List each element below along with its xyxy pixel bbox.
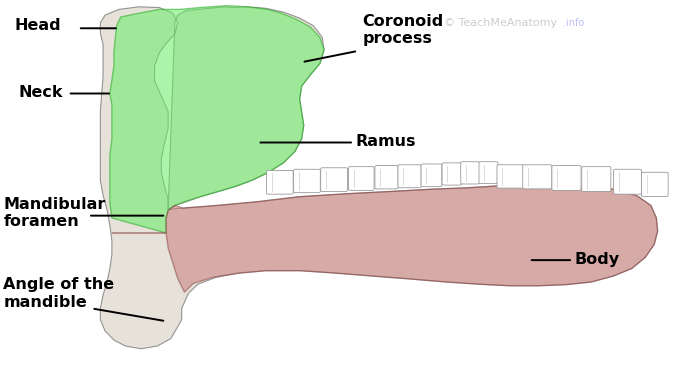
Polygon shape bbox=[110, 6, 324, 233]
Text: © TeachMeAnatomy: © TeachMeAnatomy bbox=[444, 18, 557, 28]
FancyBboxPatch shape bbox=[348, 167, 374, 190]
FancyBboxPatch shape bbox=[266, 170, 293, 194]
Text: Angle of the
mandible: Angle of the mandible bbox=[3, 277, 115, 310]
Polygon shape bbox=[112, 185, 658, 292]
Polygon shape bbox=[100, 7, 658, 349]
FancyBboxPatch shape bbox=[398, 165, 421, 188]
Text: Body: Body bbox=[575, 252, 620, 267]
Text: .info: .info bbox=[563, 18, 584, 28]
FancyBboxPatch shape bbox=[461, 162, 480, 184]
FancyBboxPatch shape bbox=[497, 165, 523, 188]
Text: Mandibular
foramen: Mandibular foramen bbox=[3, 197, 106, 229]
FancyBboxPatch shape bbox=[321, 168, 347, 192]
Text: Head: Head bbox=[15, 18, 62, 33]
FancyBboxPatch shape bbox=[375, 166, 398, 189]
FancyBboxPatch shape bbox=[552, 166, 581, 190]
FancyBboxPatch shape bbox=[442, 163, 462, 185]
FancyBboxPatch shape bbox=[294, 169, 320, 193]
FancyBboxPatch shape bbox=[421, 164, 442, 187]
Text: Coronoid
process: Coronoid process bbox=[363, 14, 444, 46]
FancyBboxPatch shape bbox=[523, 165, 552, 189]
FancyBboxPatch shape bbox=[479, 162, 498, 184]
FancyBboxPatch shape bbox=[614, 169, 641, 194]
Text: Ramus: Ramus bbox=[356, 134, 416, 149]
FancyBboxPatch shape bbox=[582, 167, 611, 192]
Text: Neck: Neck bbox=[19, 85, 64, 100]
FancyBboxPatch shape bbox=[641, 172, 668, 196]
